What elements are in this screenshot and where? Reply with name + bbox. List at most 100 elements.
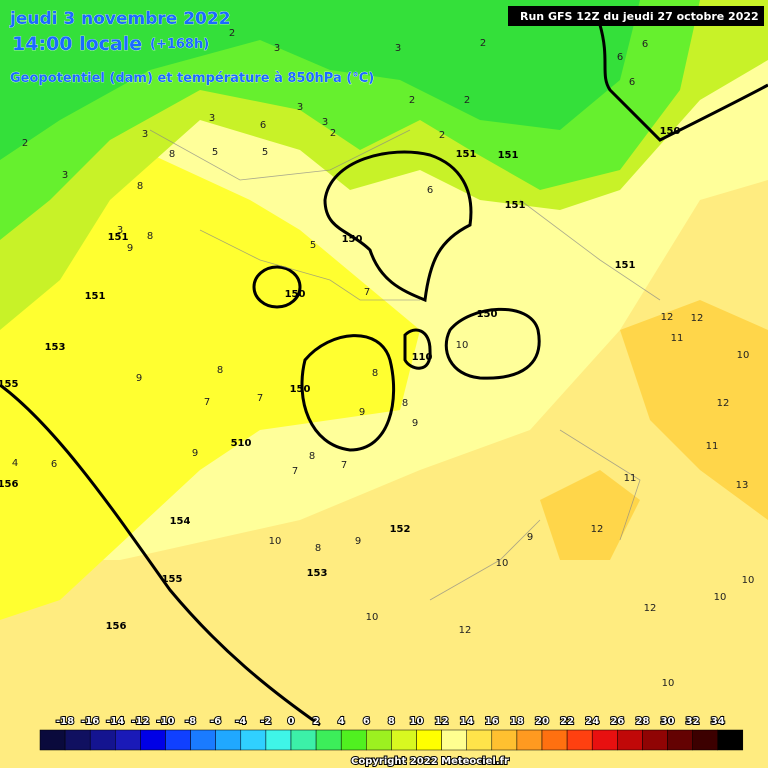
- temperature-label: 12: [691, 313, 704, 324]
- temperature-label: 2: [464, 95, 470, 106]
- temperature-label: 3: [274, 43, 280, 54]
- temperature-label: 6: [260, 120, 266, 131]
- temperature-label: 7: [364, 287, 370, 298]
- legend-swatch: [416, 729, 442, 751]
- temperature-label: 12: [591, 524, 604, 535]
- map-lead: (+168h): [150, 37, 209, 52]
- legend-tick-label: 26: [610, 716, 624, 727]
- legend-tick-label: -2: [260, 716, 271, 727]
- temperature-label: 12: [661, 312, 674, 323]
- legend-swatch: [140, 729, 166, 751]
- temperature-label: 7: [292, 466, 298, 477]
- temperature-label: 9: [192, 448, 198, 459]
- legend-swatch: [39, 729, 66, 751]
- copyright: Copyright 2022 Meteociel.fr: [351, 756, 509, 767]
- temperature-label: 3: [322, 117, 328, 128]
- legend-tick-label: 0: [288, 716, 295, 727]
- legend-swatch: [240, 729, 267, 751]
- legend-swatch: [541, 729, 568, 751]
- geopotential-label: 153: [307, 568, 328, 579]
- legend-tick-label: -10: [156, 716, 174, 727]
- temperature-label: 2: [229, 28, 235, 39]
- legend-swatch: [441, 729, 467, 751]
- legend-tick-label: 28: [635, 716, 649, 727]
- temperature-label: 11: [706, 441, 719, 452]
- run-info: Run GFS 12Z du jeudi 27 octobre 2022: [520, 10, 759, 23]
- temperature-label: 9: [359, 407, 365, 418]
- temperature-label: 6: [427, 185, 433, 196]
- temperature-label: 12: [717, 398, 730, 409]
- geopotential-label: 151: [85, 291, 106, 302]
- temperature-label: 2: [330, 128, 336, 139]
- legend-tick-label: 4: [338, 716, 345, 727]
- legend-tick-label: 6: [363, 716, 370, 727]
- zone-green-dark: [0, 0, 640, 160]
- temperature-label: 8: [372, 368, 378, 379]
- legend-swatch: [366, 729, 392, 751]
- temperature-label: 5: [310, 240, 316, 251]
- temperature-label: 8: [137, 181, 143, 192]
- map-date: jeudi 3 novembre 2022: [9, 9, 231, 29]
- legend-swatch: [340, 729, 367, 751]
- legend-tick-label: 10: [410, 716, 424, 727]
- temperature-label: 8: [147, 231, 153, 242]
- legend-tick-label: 22: [560, 716, 574, 727]
- temperature-label: 4: [12, 458, 18, 469]
- temperature-label: 11: [624, 473, 637, 484]
- temperature-label: 3: [117, 225, 123, 236]
- geopotential-label: 155: [162, 574, 183, 585]
- temperature-label: 10: [714, 592, 727, 603]
- temperature-label: 6: [642, 39, 648, 50]
- borders: [149, 129, 661, 601]
- geopotential-label: 151: [498, 150, 519, 161]
- legend-tick-label: 12: [435, 716, 449, 727]
- temperature-label: 8: [217, 365, 223, 376]
- temperature-label: 3: [297, 102, 303, 113]
- legend-tick-label: -8: [185, 716, 196, 727]
- geopotential-label: 155: [0, 379, 18, 390]
- legend-swatch: [692, 729, 718, 751]
- temperature-label: 6: [51, 459, 57, 470]
- legend-tick-label: -6: [210, 716, 221, 727]
- temperature-label: 7: [257, 393, 263, 404]
- legend-tick-label: 32: [686, 716, 700, 727]
- temperature-label: 11: [671, 333, 684, 344]
- temperature-label: 5: [212, 147, 218, 158]
- temperature-label: 3: [209, 113, 215, 124]
- legend-swatch: [115, 729, 141, 751]
- temperature-label: 10: [737, 350, 750, 361]
- run-box: [508, 6, 764, 26]
- temperature-label: 12: [459, 625, 472, 636]
- geopotential-label: 150: [290, 384, 311, 395]
- geopotential-label: 156: [0, 479, 18, 490]
- legend-tick-label: 14: [460, 716, 474, 727]
- temperature-label: 10: [496, 558, 509, 569]
- legend-tick-label: 30: [661, 716, 675, 727]
- legend-swatch: [290, 729, 317, 751]
- temperature-label: 2: [480, 38, 486, 49]
- labels: 151 151 153 155 156 154 155 156 150 150 150 150 150 1…: [0, 28, 754, 689]
- legend-tick-label: -14: [106, 716, 124, 727]
- temperature-label: 3: [395, 43, 401, 54]
- temperature-label: 10: [742, 575, 755, 586]
- legend-tick-label: 16: [485, 716, 499, 727]
- legend-tick-label: -18: [56, 716, 74, 727]
- temperature-label: 9: [355, 536, 361, 547]
- temperature-label: 10: [269, 536, 282, 547]
- legend-swatch: [315, 729, 342, 751]
- temperature-label: 9: [412, 418, 418, 429]
- temperature-label: 3: [142, 129, 148, 140]
- geopotential-label: 150: [660, 126, 681, 137]
- legend-swatch: [190, 729, 216, 751]
- temperature-label: 8: [402, 398, 408, 409]
- temperature-label: 7: [341, 460, 347, 471]
- temperature-label: 6: [617, 52, 623, 63]
- geopotential-label: 151: [108, 232, 129, 243]
- geopotential-label: 110: [412, 352, 433, 363]
- legend-swatch: [89, 729, 116, 751]
- legend-swatch: [617, 729, 643, 751]
- geopotential-label: 150: [285, 289, 306, 300]
- map-time: 14:00 locale: [12, 33, 142, 55]
- legend-swatch: [391, 729, 417, 751]
- geopotential-label: 150: [477, 309, 498, 320]
